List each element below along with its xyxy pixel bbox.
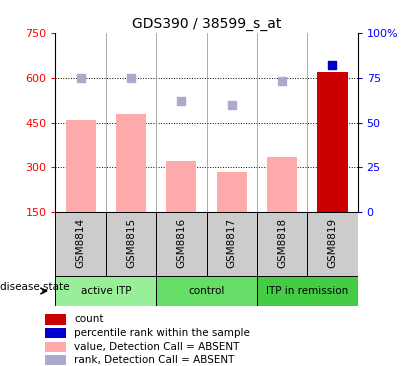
Point [178, 98, 185, 104]
Point [128, 75, 134, 81]
Point [279, 78, 285, 84]
Text: GSM8819: GSM8819 [328, 218, 337, 268]
Text: value, Detection Call = ABSENT: value, Detection Call = ABSENT [74, 342, 239, 352]
FancyBboxPatch shape [257, 276, 358, 306]
Bar [45, 341, 66, 352]
Bar [217, 172, 247, 212]
Text: GSM8815: GSM8815 [126, 218, 136, 268]
FancyBboxPatch shape [156, 212, 206, 276]
Text: ITP in remission: ITP in remission [266, 286, 349, 296]
Bar [116, 113, 146, 212]
Bar [45, 328, 66, 338]
FancyBboxPatch shape [106, 212, 156, 276]
FancyBboxPatch shape [307, 212, 358, 276]
Text: GSM8816: GSM8816 [176, 218, 186, 268]
FancyBboxPatch shape [156, 276, 257, 306]
Text: disease state: disease state [0, 282, 69, 292]
FancyBboxPatch shape [55, 276, 156, 306]
FancyBboxPatch shape [206, 212, 257, 276]
Text: percentile rank within the sample: percentile rank within the sample [74, 328, 250, 338]
FancyBboxPatch shape [257, 212, 307, 276]
Bar [45, 355, 66, 365]
Text: GSM8814: GSM8814 [76, 218, 85, 268]
Text: control: control [188, 286, 225, 296]
Text: rank, Detection Call = ABSENT: rank, Detection Call = ABSENT [74, 355, 234, 365]
Bar [66, 120, 96, 212]
Text: GSM8817: GSM8817 [227, 218, 237, 268]
Point [229, 102, 235, 108]
Point [77, 75, 84, 81]
Text: active ITP: active ITP [81, 286, 131, 296]
Bar [45, 314, 66, 325]
FancyBboxPatch shape [55, 212, 106, 276]
Bar [267, 157, 297, 212]
Text: GSM8818: GSM8818 [277, 218, 287, 268]
Bar [166, 161, 196, 212]
Point [329, 62, 336, 68]
Text: count: count [74, 314, 104, 325]
Bar [317, 72, 347, 212]
Title: GDS390 / 38599_s_at: GDS390 / 38599_s_at [132, 16, 281, 30]
